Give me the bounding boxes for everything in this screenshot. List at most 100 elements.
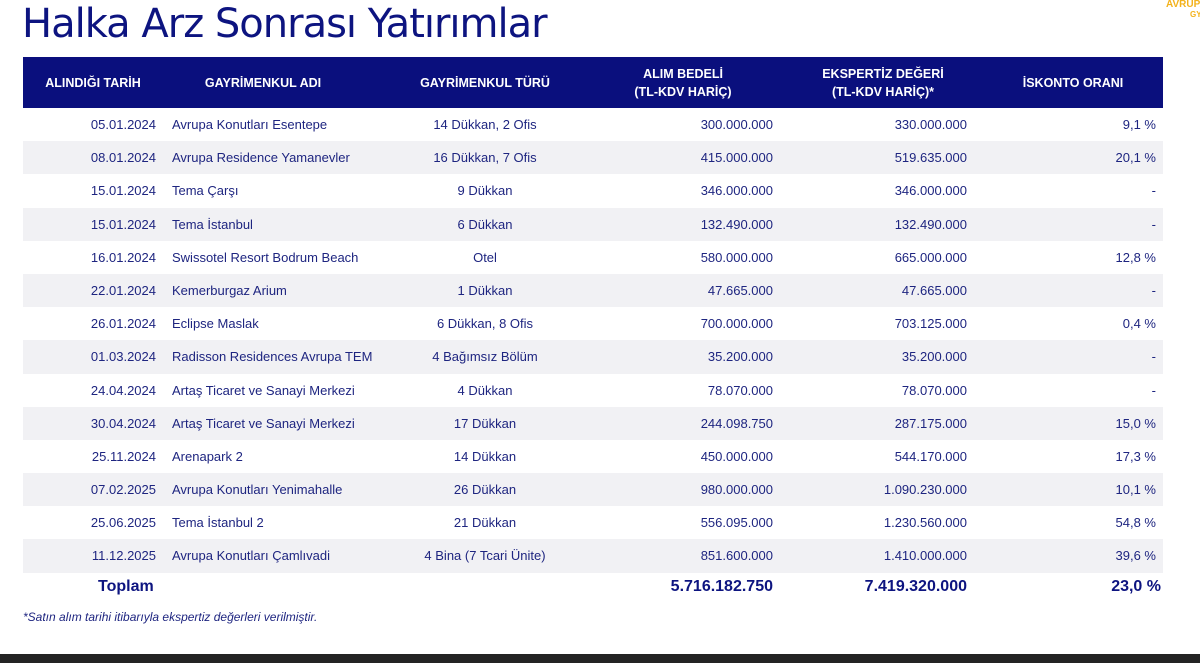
header-buy-line1: ALIM BEDELİ <box>643 66 723 81</box>
cell-name: Artaş Ticaret ve Sanayi Merkezi <box>172 382 355 398</box>
header-expertise: EKSPERTİZ DEĞERİ (TL-KDV HARİÇ)* <box>783 57 983 108</box>
cell-buy: 980.000.000 <box>700 482 773 498</box>
company-logo: AVRUPA GYO <box>1166 0 1200 20</box>
cell-date: 26.01.2024 <box>90 316 156 332</box>
cell-type: 6 Dükkan, 8 Ofis <box>436 316 534 332</box>
table-row: 22.01.2024 Kemerburgaz Arium 1 Dükkan 47.66… <box>23 273 1163 308</box>
cell-buy: 415.000.000 <box>700 150 773 166</box>
cell-type: Otel <box>473 249 497 265</box>
header-exp-line1: EKSPERTİZ DEĞERİ <box>822 66 944 81</box>
cell-discount: - <box>1151 349 1156 365</box>
cell-name: Arenapark 2 <box>172 448 243 464</box>
cell-buy: 47.665.000 <box>707 282 773 298</box>
cell-buy: 346.000.000 <box>700 183 773 199</box>
cell-expertise: 330.000.000 <box>894 117 967 132</box>
cell-expertise: 519.635.000 <box>894 150 967 166</box>
cell-name: Avrupa Residence Yamanevler <box>172 150 350 166</box>
cell-expertise: 287.175.000 <box>894 415 967 431</box>
cell-buy: 700.000.000 <box>700 316 773 332</box>
table-row: 26.01.2024 Eclipse Maslak 6 Dükkan, 8 Ofis… <box>23 307 1163 340</box>
cell-buy: 132.490.000 <box>700 216 773 232</box>
cell-date: 15.01.2024 <box>90 216 156 232</box>
cell-buy: 78.070.000 <box>707 382 773 398</box>
cell-type: 16 Dükkan, 7 Ofis <box>433 150 537 166</box>
cell-expertise: 665.000.000 <box>894 249 967 265</box>
cell-discount: 17,3 % <box>1115 448 1156 464</box>
cell-discount: 9,1 % <box>1122 117 1156 132</box>
cell-buy: 244.098.750 <box>700 415 773 431</box>
cell-discount: 20,1 % <box>1115 150 1156 166</box>
cell-name: Eclipse Maslak <box>172 316 259 332</box>
cell-discount: 10,1 % <box>1115 482 1156 498</box>
cell-date: 15.01.2024 <box>90 183 156 199</box>
cell-expertise: 35.200.000 <box>901 349 967 365</box>
cell-discount: - <box>1151 382 1156 398</box>
cell-expertise: 544.170.000 <box>894 448 967 464</box>
total-label: Toplam <box>98 577 154 595</box>
cell-name: Tema İstanbul <box>172 216 253 232</box>
total-expertise: 7.419.320.000 <box>864 577 967 595</box>
cell-date: 07.02.2025 <box>90 482 156 498</box>
cell-date: 30.04.2024 <box>90 415 156 431</box>
cell-buy: 450.000.000 <box>700 448 773 464</box>
table-header: ALINDIĞI TARİH GAYRİMENKUL ADI GAYRİMENK… <box>23 57 1163 108</box>
cell-expertise: 346.000.000 <box>894 183 967 199</box>
cell-discount: 15,0 % <box>1115 415 1156 431</box>
cell-name: Tema İstanbul 2 <box>172 515 264 531</box>
cell-buy: 556.095.000 <box>700 515 773 531</box>
table-row: 08.01.2024 Avrupa Residence Yamanevler 16 … <box>23 141 1163 175</box>
header-buy-line2: (TL-KDV HARİÇ) <box>634 84 732 99</box>
cell-date: 11.12.2025 <box>91 548 156 564</box>
cell-name: Artaş Ticaret ve Sanayi Merkezi <box>172 415 355 431</box>
cell-type: 21 Dükkan <box>453 515 517 531</box>
cell-type: 17 Dükkan <box>453 415 517 431</box>
total-row: Toplam 5.716.182.750 7.419.320.000 23,0 … <box>23 573 1163 601</box>
page-title: Halka Arz Sonrası Yatırımlar <box>22 1 548 47</box>
table-row: 30.04.2024 Artaş Ticaret ve Sanayi Merkez… <box>23 406 1163 440</box>
cell-type: 4 Bina (7 Tcari Ünite) <box>424 548 546 564</box>
table-row: 24.04.2024 Artaş Ticaret ve Sanayi Merkez… <box>23 374 1163 407</box>
cell-name: Tema Çarşı <box>172 183 239 199</box>
cell-date: 25.06.2025 <box>90 515 156 531</box>
cell-date: 05.01.2024 <box>90 117 156 132</box>
cell-discount: - <box>1151 183 1156 199</box>
footnote: *Satın alım tarihi itibarıyla ekspertiz … <box>23 610 318 624</box>
table-row: 25.06.2025 Tema İstanbul 2 21 Dükkan 556.09… <box>23 506 1163 539</box>
cell-buy: 35.200.000 <box>707 349 773 365</box>
table-row: 07.02.2025 Avrupa Konutları Yenimahalle 26… <box>23 473 1163 507</box>
cell-name: Avrupa Konutları Esentepe <box>172 117 328 132</box>
cell-type: 6 Dükkan <box>457 216 513 232</box>
bottom-bar <box>0 654 1200 663</box>
investments-table: ALINDIĞI TARİH GAYRİMENKUL ADI GAYRİMENK… <box>23 57 1163 601</box>
cell-name: Radisson Residences Avrupa TEM <box>172 349 373 365</box>
logo-subtext: GYO <box>1190 10 1200 19</box>
cell-date: 25.11.2024 <box>91 448 156 464</box>
table-row: 16.01.2024 Swissotel Resort Bodrum Beach O… <box>23 241 1163 274</box>
cell-name: Avrupa Konutları Yenimahalle <box>172 482 343 498</box>
header-buy: ALIM BEDELİ (TL-KDV HARİÇ) <box>593 57 773 108</box>
cell-type: 14 Dükkan <box>453 448 517 464</box>
cell-discount: 39,6 % <box>1115 548 1156 564</box>
logo-text: AVRUPA <box>1166 0 1200 10</box>
cell-discount: 0,4 % <box>1122 316 1156 332</box>
cell-discount: - <box>1151 216 1156 232</box>
cell-discount: 54,8 % <box>1115 515 1156 531</box>
cell-buy: 580.000.000 <box>700 249 773 265</box>
cell-discount: 12,8 % <box>1115 249 1156 265</box>
cell-type: 9 Dükkan <box>457 183 513 199</box>
cell-expertise: 78.070.000 <box>901 382 967 398</box>
cell-expertise: 47.665.000 <box>901 282 967 298</box>
table-row: 01.03.2024 Radisson Residences Avrupa TEM… <box>23 340 1163 374</box>
cell-buy: 851.600.000 <box>700 548 773 564</box>
table-row: 15.01.2024 Tema Çarşı 9 Dükkan 346.000.000 3… <box>23 174 1163 207</box>
table-row: 25.11.2024 Arenapark 2 14 Dükkan 450.000.00… <box>23 440 1163 473</box>
total-buy: 5.716.182.750 <box>670 577 773 595</box>
cell-type: 26 Dükkan <box>453 482 517 498</box>
table-row: 05.01.2024 Avrupa Konutları Esentepe 14 Dü… <box>23 108 1163 141</box>
cell-date: 24.04.2024 <box>90 382 156 398</box>
cell-type: 14 Dükkan, 2 Ofis <box>433 117 537 132</box>
header-type: GAYRİMENKUL TÜRÜ <box>420 75 550 90</box>
cell-expertise: 1.090.230.000 <box>883 482 967 498</box>
cell-date: 08.01.2024 <box>90 150 156 166</box>
header-name: GAYRİMENKUL ADI <box>204 75 322 90</box>
